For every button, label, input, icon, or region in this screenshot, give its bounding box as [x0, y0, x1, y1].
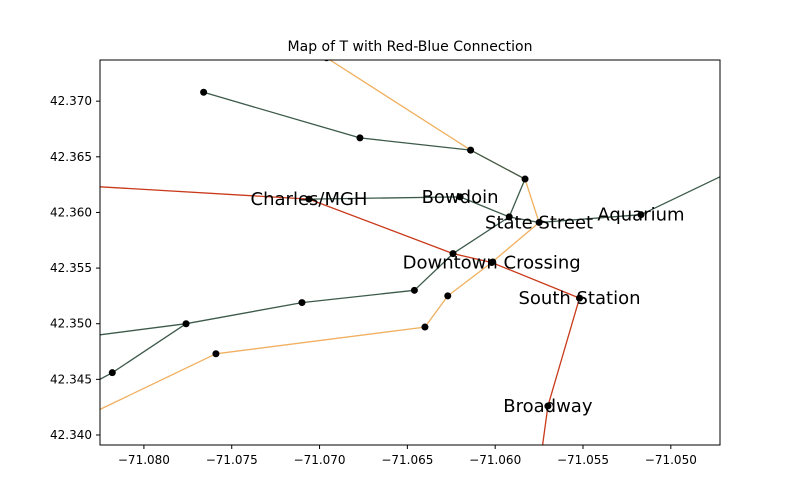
y-tick-label-3: 42.355: [50, 261, 92, 275]
x-tick-label-2: −71.070: [294, 453, 346, 467]
station-marker-downtown-crossing: [488, 259, 496, 267]
station-marker-state-street: [535, 218, 543, 226]
station-marker-unnamed-13: [449, 250, 457, 258]
x-tick-label-1: −71.075: [206, 453, 258, 467]
x-tick-label-5: −71.055: [557, 453, 609, 467]
x-axis: −71.080 −71.075 −71.070 −71.065 −71.060 −71.0…: [118, 445, 697, 467]
station-labels: Charles/MGH Bowdoin State Street Aquarium Do…: [251, 187, 685, 417]
station-marker-unnamed-3: [298, 299, 306, 307]
station-marker-unnamed-8: [356, 134, 364, 142]
x-tick-label-3: −71.065: [381, 453, 433, 467]
station-marker-charles-mgh: [305, 195, 313, 203]
station-label-bowdoin: Bowdoin: [422, 187, 499, 208]
station-marker-unnamed-12: [505, 213, 513, 221]
station-label-broadway: Broadway: [503, 396, 593, 417]
station-marker-unnamed-1: [182, 320, 190, 328]
y-tick-label-2: 42.350: [50, 317, 92, 331]
station-marker-unnamed-0: [108, 369, 116, 377]
x-tick-label-6: −71.050: [645, 453, 697, 467]
station-marker-unnamed-6: [444, 292, 452, 300]
x-tick-label-0: −71.080: [118, 453, 170, 467]
station-marker-unnamed-11: [521, 175, 529, 183]
station-marker-aquarium: [637, 211, 645, 219]
station-marker-unnamed-2: [212, 350, 220, 358]
y-tick-label-6: 42.370: [50, 94, 92, 108]
station-label-aquarium: Aquarium: [597, 205, 684, 226]
chart-title: Map of T with Red-Blue Connection: [288, 39, 533, 55]
y-tick-label-0: 42.340: [50, 428, 92, 442]
station-marker-unnamed-4: [410, 286, 418, 294]
y-tick-label-1: 42.345: [50, 372, 92, 386]
station-marker-unnamed-9: [467, 146, 475, 154]
y-tick-label-5: 42.365: [50, 150, 92, 164]
x-tick-label-4: −71.060: [469, 453, 521, 467]
station-label-state-street: State Street: [485, 212, 593, 233]
station-label-downtown-crossing: Downtown Crossing: [403, 253, 581, 274]
y-axis: 42.340 42.345 42.350 42.355 42.360 42.365 42.3…: [50, 94, 100, 442]
station-marker-bowdoin: [456, 193, 464, 201]
station-label-south-station: South Station: [518, 288, 640, 309]
y-tick-label-4: 42.360: [50, 205, 92, 219]
station-marker-unnamed-7: [200, 88, 208, 96]
station-marker-unnamed-5: [421, 323, 429, 331]
plot-frame: [99, 59, 721, 446]
station-marker-south-station: [575, 294, 583, 302]
station-label-charles-mgh: Charles/MGH: [251, 189, 368, 210]
station-markers: [108, 60, 645, 410]
station-marker-broadway: [544, 402, 552, 410]
